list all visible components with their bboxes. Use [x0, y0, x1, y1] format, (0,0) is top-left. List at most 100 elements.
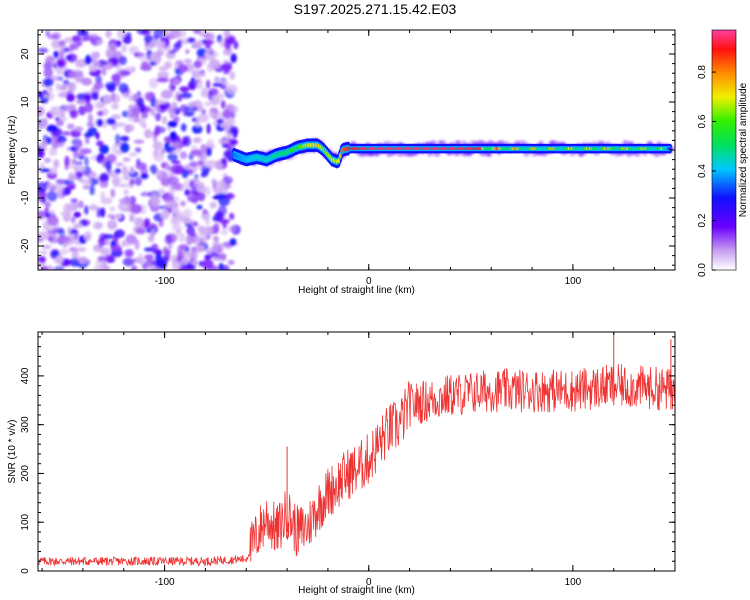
- figure-title: S197.2025.271.15.42.E03: [293, 1, 457, 17]
- noise-blob: [190, 149, 203, 156]
- noise-blob: [212, 179, 218, 191]
- noise-blob: [207, 90, 213, 101]
- noise-blob: [128, 152, 138, 157]
- noise-blob: [220, 253, 227, 261]
- noise-blob: [44, 56, 55, 65]
- noise-blob: [185, 49, 190, 54]
- y-axis-label: Frequency (Hz): [7, 116, 18, 185]
- y-tick-label: 300: [20, 416, 31, 433]
- noise-blob: [76, 93, 89, 101]
- noise-blob: [212, 235, 219, 242]
- noise-blob: [99, 174, 104, 182]
- noise-blob: [74, 165, 79, 173]
- noise-blob: [111, 73, 121, 82]
- noise-blob: [59, 111, 66, 119]
- noise-blob: [46, 183, 55, 189]
- noise-blob: [124, 249, 134, 258]
- noise-blob: [111, 144, 118, 154]
- noise-blob: [53, 140, 59, 149]
- noise-blob: [229, 238, 237, 247]
- noise-blob: [209, 201, 217, 209]
- noise-blob: [147, 234, 155, 243]
- noise-blob: [63, 203, 72, 214]
- y-tick-label: 100: [20, 513, 31, 530]
- noise-blob: [205, 248, 211, 255]
- noise-blob: [157, 71, 170, 80]
- noise-blob: [88, 204, 99, 211]
- noise-blob: [206, 79, 211, 89]
- noise-blob: [87, 126, 98, 137]
- noise-blob: [128, 95, 135, 102]
- noise-blob: [104, 254, 115, 263]
- noise-blob: [162, 246, 168, 255]
- noise-blob: [143, 218, 151, 229]
- noise-blob: [118, 83, 129, 94]
- noise-blob: [227, 36, 235, 45]
- noise-blob: [212, 242, 218, 251]
- noise-blob: [219, 38, 226, 48]
- noise-blob: [130, 107, 141, 116]
- noise-blob: [75, 99, 88, 105]
- noise-blob: [96, 140, 104, 147]
- noise-blob: [179, 86, 190, 93]
- noise-blob: [95, 132, 100, 140]
- noise-blob: [223, 48, 233, 56]
- noise-blob: [182, 208, 193, 218]
- noise-blob: [217, 205, 227, 217]
- noise-blob: [150, 164, 158, 175]
- noise-blob: [205, 147, 212, 157]
- noise-blob: [141, 111, 149, 119]
- signal-track: [231, 138, 673, 169]
- noise-blob: [49, 106, 62, 117]
- snr-panel: -100 0 100 0 100 200 300 400 Height of straight …: [7, 331, 676, 596]
- noise-blob: [130, 203, 143, 214]
- x-tick-label: -100: [155, 276, 175, 287]
- noise-blob: [67, 82, 75, 90]
- noise-blob: [47, 86, 53, 92]
- noise-blob: [102, 94, 112, 105]
- noise-blob: [192, 221, 199, 227]
- noise-blob: [125, 234, 137, 245]
- x-axis-label: Height of straight line (km): [298, 285, 415, 296]
- noise-blob: [138, 104, 147, 113]
- noise-blob: [184, 58, 192, 64]
- noise-blob: [102, 108, 109, 116]
- noise-blob: [115, 133, 121, 145]
- noise-blob: [120, 135, 130, 142]
- noise-blob: [167, 153, 178, 161]
- noise-blob: [221, 264, 230, 270]
- noise-blob: [138, 253, 144, 262]
- noise-blob: [58, 235, 71, 243]
- noise-blob: [123, 175, 130, 181]
- noise-blob: [198, 260, 203, 267]
- noise-blob: [96, 207, 101, 218]
- noise-blob: [144, 34, 153, 43]
- noise-blob: [214, 160, 224, 171]
- noise-blob: [189, 248, 199, 260]
- noise-blob: [167, 146, 177, 151]
- noise-blob: [172, 206, 180, 214]
- noise-blob: [160, 209, 170, 220]
- x-tick-label: 0: [366, 577, 372, 588]
- colorbar-gradient: [711, 29, 737, 271]
- noise-blob: [206, 47, 214, 55]
- noise-blob: [201, 108, 206, 115]
- noise-blob: [84, 205, 89, 215]
- noise-blob: [57, 44, 67, 52]
- y-tick-label: 20: [20, 48, 31, 60]
- noise-blob: [192, 124, 203, 134]
- noise-blob: [115, 162, 124, 167]
- noise-blob: [41, 117, 48, 127]
- noise-blob: [68, 70, 76, 79]
- noise-blob: [38, 256, 46, 263]
- noise-blob: [82, 179, 92, 185]
- colorbar-tick-label: 0.0: [697, 263, 708, 277]
- noise-blob: [164, 61, 172, 69]
- y-tick-label: 0: [20, 568, 31, 574]
- noise-blob: [49, 209, 55, 216]
- noise-blob: [94, 101, 103, 109]
- noise-blob: [87, 178, 99, 186]
- noise-blob: [78, 105, 87, 116]
- noise-blob: [117, 202, 125, 211]
